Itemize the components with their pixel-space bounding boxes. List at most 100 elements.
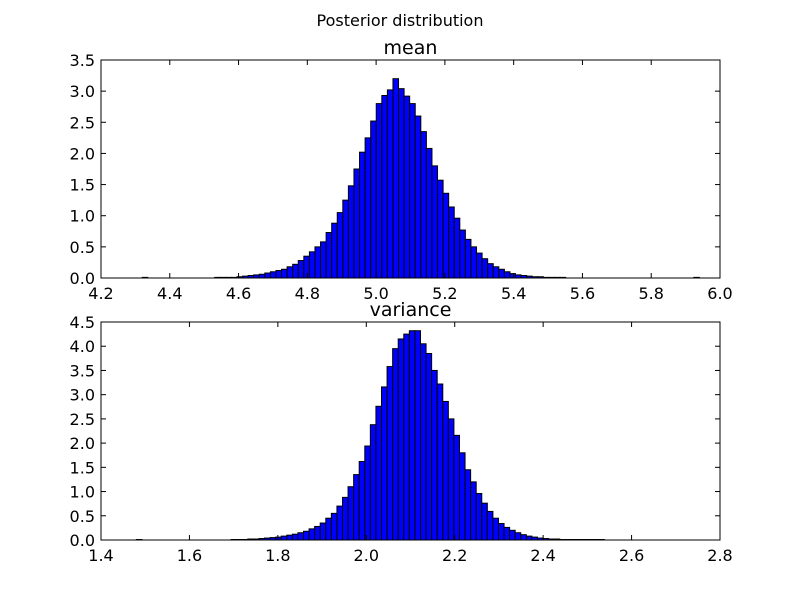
variance-histogram-bar bbox=[393, 349, 399, 540]
variance-histogram-bar bbox=[292, 534, 298, 540]
variance-histogram-bar bbox=[287, 535, 293, 540]
mean-histogram-bar bbox=[321, 242, 327, 278]
mean-histogram-bar bbox=[376, 104, 382, 278]
mean-histogram-bar bbox=[387, 90, 393, 278]
mean-histogram-bar bbox=[510, 274, 516, 278]
mean-histogram-bar bbox=[371, 121, 377, 278]
mean-histogram-bar bbox=[360, 152, 366, 278]
variance-histogram-bar bbox=[376, 406, 382, 540]
mean-x-tick-label: 5.8 bbox=[638, 284, 663, 303]
mean-histogram-bar bbox=[326, 233, 332, 278]
variance-histogram-bar bbox=[498, 524, 504, 540]
variance-histogram-bar bbox=[409, 331, 415, 540]
mean-histogram-bar bbox=[287, 267, 293, 278]
mean-histogram-bar bbox=[259, 274, 265, 278]
variance-histogram-bar bbox=[309, 529, 315, 540]
variance-y-tick-label: 4.5 bbox=[70, 313, 95, 332]
variance-histogram-bar bbox=[465, 470, 471, 540]
mean-histogram-bar bbox=[443, 193, 449, 278]
mean-histogram-bar bbox=[337, 213, 343, 278]
mean-histogram-bar bbox=[304, 256, 310, 278]
variance-histogram-bar bbox=[426, 353, 432, 540]
variance-x-tick-label: 2.8 bbox=[707, 546, 732, 565]
mean-histogram-bar bbox=[393, 79, 399, 278]
variance-histogram-bar bbox=[526, 536, 532, 540]
mean-histogram-bar bbox=[426, 148, 432, 278]
mean-histogram-bar bbox=[488, 264, 494, 278]
variance-histogram-bar bbox=[454, 435, 460, 540]
variance-histogram-bar bbox=[331, 513, 337, 540]
mean-histogram-bar bbox=[270, 272, 276, 278]
variance-histogram-bar bbox=[415, 331, 421, 540]
variance-y-tick-label: 0.0 bbox=[70, 531, 95, 550]
variance-histogram-bar bbox=[404, 334, 410, 540]
mean-histogram-bar bbox=[432, 166, 438, 278]
variance-histogram-bar bbox=[365, 446, 371, 540]
mean-y-tick-label: 1.5 bbox=[70, 176, 95, 195]
variance-x-tick-label: 2.4 bbox=[530, 546, 555, 565]
variance-histogram-bar bbox=[398, 339, 404, 540]
variance-histogram-bar bbox=[343, 497, 349, 540]
mean-histogram-bar bbox=[493, 267, 499, 278]
variance-histogram-bar bbox=[315, 526, 321, 540]
mean-y-tick-label: 0.5 bbox=[70, 238, 95, 257]
variance-histogram-bar bbox=[437, 384, 443, 540]
mean-y-tick-label: 2.5 bbox=[70, 113, 95, 132]
mean-histogram-bar bbox=[399, 89, 405, 278]
mean-histogram-bar bbox=[265, 273, 271, 278]
mean-x-tick-label: 5.4 bbox=[501, 284, 526, 303]
mean-histogram-bar bbox=[471, 247, 477, 278]
mean-histogram-bar bbox=[298, 261, 304, 278]
variance-y-tick-label: 3.0 bbox=[70, 386, 95, 405]
variance-histogram-bar bbox=[354, 475, 360, 540]
variance-histogram-bar bbox=[504, 527, 510, 540]
mean-histogram-bar bbox=[293, 264, 299, 278]
mean-x-tick-label: 6.0 bbox=[707, 284, 732, 303]
variance-histogram-bar bbox=[420, 344, 426, 540]
mean-histogram-bar bbox=[404, 96, 410, 278]
variance-histogram-bar bbox=[370, 425, 376, 540]
mean-histogram-bar bbox=[449, 207, 455, 278]
mean-subplot-title: mean bbox=[384, 37, 438, 59]
variance-histogram-bar bbox=[387, 367, 393, 540]
variance-histogram-bar bbox=[382, 387, 388, 540]
variance-x-tick-label: 2.2 bbox=[442, 546, 467, 565]
variance-histogram-bar bbox=[471, 482, 477, 540]
variance-x-tick-label: 2.0 bbox=[354, 546, 379, 565]
mean-y-tick-label: 3.0 bbox=[70, 82, 95, 101]
mean-x-tick-label: 4.4 bbox=[157, 284, 182, 303]
mean-histogram-bar bbox=[454, 218, 460, 278]
variance-histogram-bar bbox=[493, 518, 499, 540]
mean-y-tick-label: 2.0 bbox=[70, 144, 95, 163]
variance-histogram-bar bbox=[487, 511, 493, 540]
variance-y-tick-label: 2.5 bbox=[70, 410, 95, 429]
mean-histogram-bar bbox=[460, 230, 466, 278]
variance-histogram-bar bbox=[443, 401, 449, 540]
variance-histogram-bar bbox=[448, 419, 454, 540]
variance-histogram-bar bbox=[482, 503, 488, 540]
mean-histogram-bar bbox=[438, 180, 444, 278]
variance-y-tick-label: 1.5 bbox=[70, 458, 95, 477]
variance-x-tick-label: 1.6 bbox=[177, 546, 202, 565]
variance-subplot-title: variance bbox=[370, 299, 452, 321]
variance-y-tick-label: 0.5 bbox=[70, 507, 95, 526]
variance-y-tick-label: 4.0 bbox=[70, 337, 95, 356]
mean-x-tick-label: 5.6 bbox=[570, 284, 595, 303]
variance-histogram-bar bbox=[459, 453, 465, 540]
mean-histogram-bar bbox=[343, 200, 349, 278]
variance-histogram-bar bbox=[337, 506, 343, 540]
mean-histogram-bar bbox=[354, 169, 360, 278]
mean-histogram-bar bbox=[382, 96, 388, 279]
mean-x-tick-label: 4.8 bbox=[295, 284, 320, 303]
mean-y-tick-label: 1.0 bbox=[70, 207, 95, 226]
variance-x-tick-label: 1.8 bbox=[265, 546, 290, 565]
variance-histogram-bar bbox=[476, 493, 482, 540]
variance-histogram-bar bbox=[298, 533, 304, 540]
mean-histogram-bar bbox=[332, 223, 338, 278]
mean-histogram-bar bbox=[499, 269, 505, 278]
variance-x-tick-label: 2.6 bbox=[619, 546, 644, 565]
